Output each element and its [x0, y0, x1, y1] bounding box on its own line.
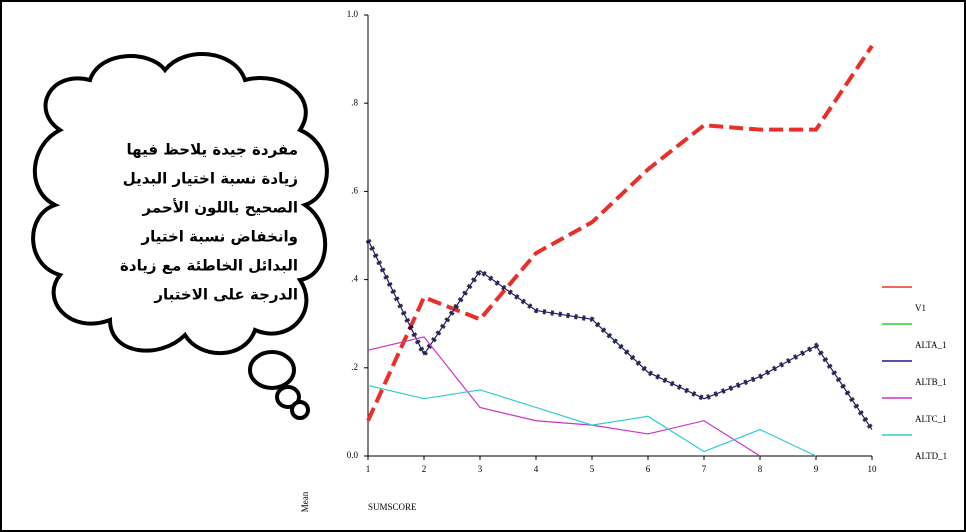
- x-tick-label: 10: [868, 464, 878, 474]
- x-tick-label: 1: [366, 464, 371, 474]
- x-tick-label: 7: [702, 464, 707, 474]
- cloud: [31, 52, 329, 420]
- annotation-line: مفردة جيدة يلاحظ فيها: [127, 141, 298, 159]
- series-line: [367, 336, 761, 457]
- annotation: مفردة جيدة يلاحظ فيها زيادة نسبة اختيار ا…: [120, 141, 298, 304]
- x-tick-label: 3: [478, 464, 483, 474]
- legend-label: ALTA_1: [915, 340, 946, 350]
- series-line: [367, 239, 873, 430]
- series-line: [367, 384, 817, 457]
- legend-label: ALTD_1: [915, 451, 947, 461]
- x-axis-label: SUMSCORE: [368, 502, 417, 512]
- annotation-line: وانخفاض نسبة اختيار: [140, 228, 298, 246]
- y-axis-label: Mean: [300, 491, 310, 512]
- annotation-line: زيادة نسبة اختيار البديل: [123, 170, 298, 188]
- y-tick-label: .6: [351, 185, 358, 195]
- annotation-line: الصحيح باللون الأحمر: [142, 199, 298, 217]
- y-tick-label: .4: [351, 274, 358, 284]
- x-tick-label: 4: [534, 464, 539, 474]
- series-line: [366, 44, 874, 422]
- y-tick-label: 1.0: [347, 9, 359, 19]
- y-tick-label: 0.0: [347, 450, 359, 460]
- legend-label: V1: [915, 303, 926, 313]
- x-tick-label: 2: [422, 464, 427, 474]
- annotation-line: البدائل الخاطئة مع زيادة: [120, 257, 298, 275]
- x-tick-label: 9: [814, 464, 819, 474]
- legend-label: ALTC_1: [915, 414, 947, 424]
- x-tick-label: 5: [590, 464, 595, 474]
- legend-label: ALTB_1: [915, 377, 947, 387]
- annotation-line: الدرجة على الاختبار: [153, 286, 298, 304]
- x-tick-label: 6: [646, 464, 651, 474]
- y-tick-label: .8: [351, 97, 358, 107]
- x-tick-label: 8: [758, 464, 763, 474]
- y-tick-label: .2: [351, 362, 358, 372]
